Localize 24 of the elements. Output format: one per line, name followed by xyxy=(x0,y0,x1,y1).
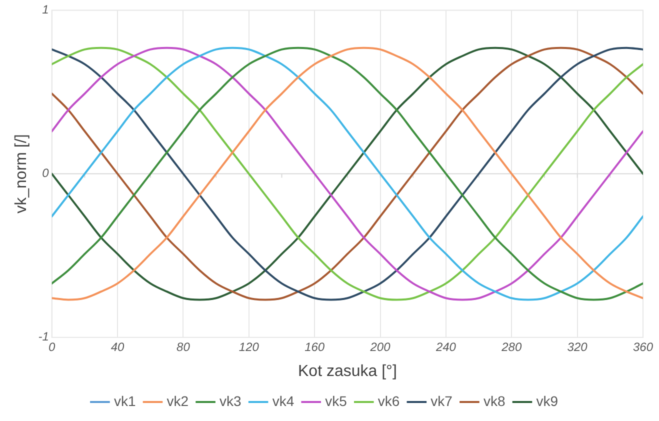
legend-label: vk2 xyxy=(166,392,189,409)
line-series xyxy=(52,46,643,301)
legend-label: vk9 xyxy=(536,392,558,409)
y-tick-label: -1 xyxy=(38,330,49,344)
legend-label: vk7 xyxy=(430,392,453,409)
x-tick-label: 360 xyxy=(632,340,654,354)
legend-label: vk8 xyxy=(483,392,506,409)
x-tick-label: 80 xyxy=(176,340,190,354)
legend-label: vk6 xyxy=(378,392,400,409)
x-axis-title: Kot zasuka [°] xyxy=(298,362,397,380)
x-tick-label: 240 xyxy=(434,340,456,354)
y-tick-label: 1 xyxy=(42,2,49,17)
y-tick-label: 0 xyxy=(42,166,50,180)
x-tick-label: 200 xyxy=(369,340,391,354)
legend-label: vk4 xyxy=(272,392,294,409)
x-tick-label: 280 xyxy=(500,340,522,354)
x-tick-label: 320 xyxy=(567,340,588,354)
y-axis-title: vk_norm [/] xyxy=(13,134,30,214)
legend-label: vk1 xyxy=(114,392,136,409)
x-tick-label: 160 xyxy=(304,340,325,354)
x-tick-label: 120 xyxy=(238,340,260,354)
legend-label: vk3 xyxy=(220,392,242,409)
legend-label: vk5 xyxy=(325,392,348,409)
x-tick-label: 40 xyxy=(110,340,125,354)
